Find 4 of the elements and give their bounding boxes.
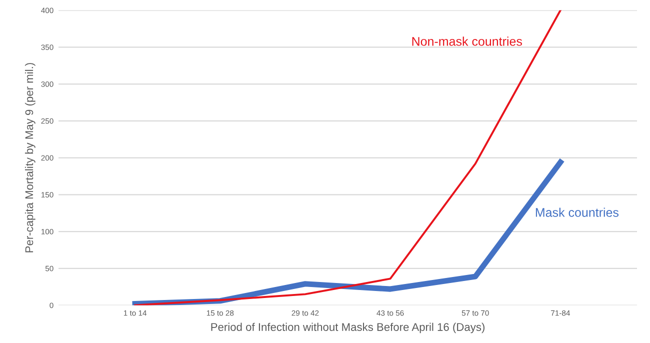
series-label: Mask countries (536, 208, 619, 217)
series-label: Non-mask countries (412, 36, 522, 46)
y-axis-title: Per-capita Mortality by May 9 (per mil.) (24, 63, 36, 252)
x-axis-title: Period of Infection without Masks Before April 16 (Days) (211, 322, 484, 334)
